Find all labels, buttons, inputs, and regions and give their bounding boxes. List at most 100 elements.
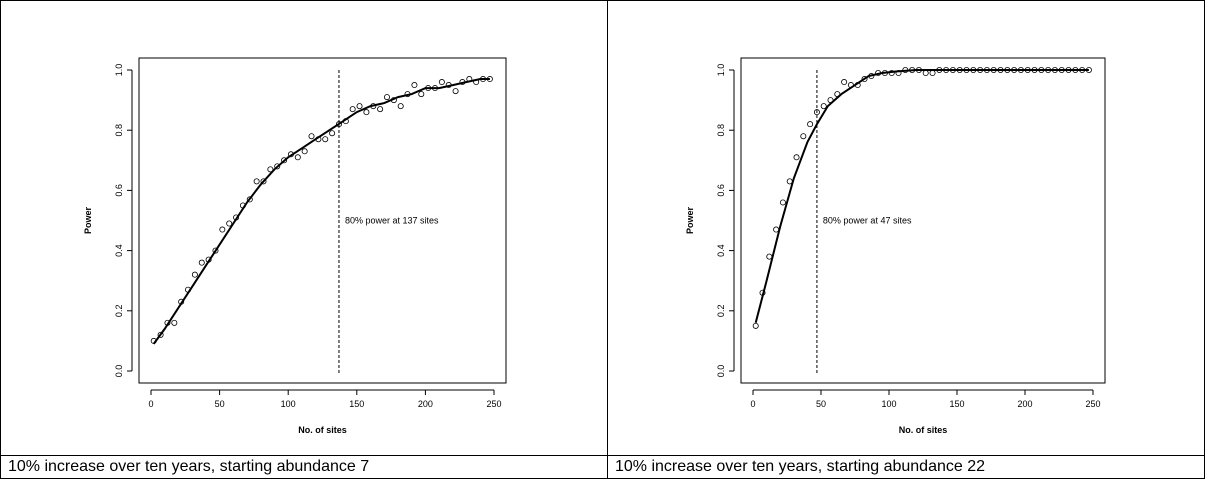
data-point <box>956 67 963 74</box>
data-point <box>902 67 909 74</box>
data-point <box>1004 67 1011 74</box>
x-tick-label: 150 <box>349 399 364 409</box>
data-point <box>335 121 342 128</box>
x-tick-label: 250 <box>1085 399 1100 409</box>
left-caption: 10% increase over ten years, starting ab… <box>8 458 370 475</box>
data-point <box>949 67 956 74</box>
data-point <box>827 97 834 104</box>
data-point <box>1038 67 1045 74</box>
data-point <box>212 247 219 254</box>
data-point <box>766 253 773 260</box>
data-point <box>881 70 888 77</box>
data-point <box>915 67 922 74</box>
x-tick-label: 100 <box>281 399 296 409</box>
y-axis-label: Power <box>685 207 695 235</box>
data-point <box>1045 67 1052 74</box>
data-point <box>936 67 943 74</box>
data-point <box>363 109 370 116</box>
data-point <box>997 67 1004 74</box>
data-point <box>466 76 473 83</box>
data-point <box>404 91 411 98</box>
data-point <box>191 271 198 278</box>
right-caption-cell: 10% increase over ten years, starting ab… <box>607 455 1205 479</box>
data-point <box>233 214 240 221</box>
data-point <box>854 82 861 89</box>
data-point <box>1024 67 1031 74</box>
x-axis-label: No. of sites <box>298 425 347 435</box>
data-point <box>287 151 294 158</box>
data-point <box>322 136 329 143</box>
data-point <box>418 91 425 98</box>
y-tick-label: 0.6 <box>114 184 124 197</box>
data-point <box>486 76 493 83</box>
right-caption: 10% increase over ten years, starting ab… <box>615 458 986 475</box>
y-tick-label: 1.0 <box>716 64 726 77</box>
data-point <box>274 163 281 170</box>
left-caption-cell: 10% increase over ten years, starting ab… <box>0 455 608 479</box>
y-tick-label: 0.0 <box>114 365 124 378</box>
data-point <box>875 70 882 77</box>
data-point <box>847 82 854 89</box>
data-point <box>977 67 984 74</box>
data-point <box>813 109 820 116</box>
right-plot-cell: 0 50 100 150 200 250 No. of sites 0.0 0.2 0.4 0.6 0… <box>607 0 1205 456</box>
data-point <box>807 121 814 128</box>
data-point <box>397 103 404 110</box>
right-power-chart: 0 50 100 150 200 250 No. of sites 0.0 0.2 0.4 0.6 0… <box>685 57 1106 435</box>
left-power-chart: 0 50 100 150 200 250 No. of sites 0.0 0.2 0.4 0.6 0… <box>83 57 507 435</box>
data-point <box>425 85 432 92</box>
data-point <box>342 118 349 125</box>
data-point <box>185 286 192 293</box>
data-point <box>1085 67 1092 74</box>
y-tick-label: 0.8 <box>716 124 726 137</box>
data-point <box>820 103 827 110</box>
x-tick-label: 50 <box>215 399 225 409</box>
y-tick-label: 0.6 <box>716 184 726 197</box>
data-point <box>888 70 895 77</box>
data-point <box>473 79 480 86</box>
data-point <box>779 199 786 206</box>
data-point <box>377 106 384 113</box>
data-point <box>1017 67 1024 74</box>
fitted-curve <box>754 69 1089 324</box>
y-tick-label: 0.4 <box>716 244 726 257</box>
data-point <box>773 226 780 233</box>
data-point <box>1031 67 1038 74</box>
data-point <box>759 289 766 296</box>
y-axis-label: Power <box>83 207 93 235</box>
y-tick-label: 0.4 <box>114 244 124 257</box>
power-annotation: 80% power at 137 sites <box>345 216 439 226</box>
data-point <box>205 256 212 263</box>
data-point <box>171 319 178 326</box>
x-tick-label: 0 <box>750 399 755 409</box>
left-plot-cell: 0 50 100 150 200 250 No. of sites 0.0 0.2 0.4 0.6 0… <box>0 0 608 456</box>
data-point <box>301 148 308 155</box>
data-point <box>868 73 875 80</box>
data-point <box>178 298 185 305</box>
data-point <box>459 79 466 86</box>
data-point <box>943 67 950 74</box>
data-point <box>164 319 171 326</box>
data-point <box>895 70 902 77</box>
data-point <box>219 226 226 233</box>
data-point <box>1065 67 1072 74</box>
x-tick-label: 250 <box>486 399 501 409</box>
data-point <box>157 331 164 338</box>
data-point <box>370 103 377 110</box>
x-tick-label: 200 <box>1017 399 1032 409</box>
data-point <box>226 220 233 227</box>
data-point <box>970 67 977 74</box>
data-point <box>239 202 246 209</box>
y-tick-label: 1.0 <box>114 64 124 77</box>
data-point <box>260 178 267 185</box>
data-point <box>1051 67 1058 74</box>
data-point <box>800 133 807 140</box>
data-point <box>267 166 274 173</box>
data-point <box>480 76 487 83</box>
data-point <box>793 154 800 161</box>
data-point <box>390 97 397 104</box>
y-tick-label: 0.0 <box>716 365 726 378</box>
data-point <box>1079 67 1086 74</box>
data-point <box>383 94 390 101</box>
